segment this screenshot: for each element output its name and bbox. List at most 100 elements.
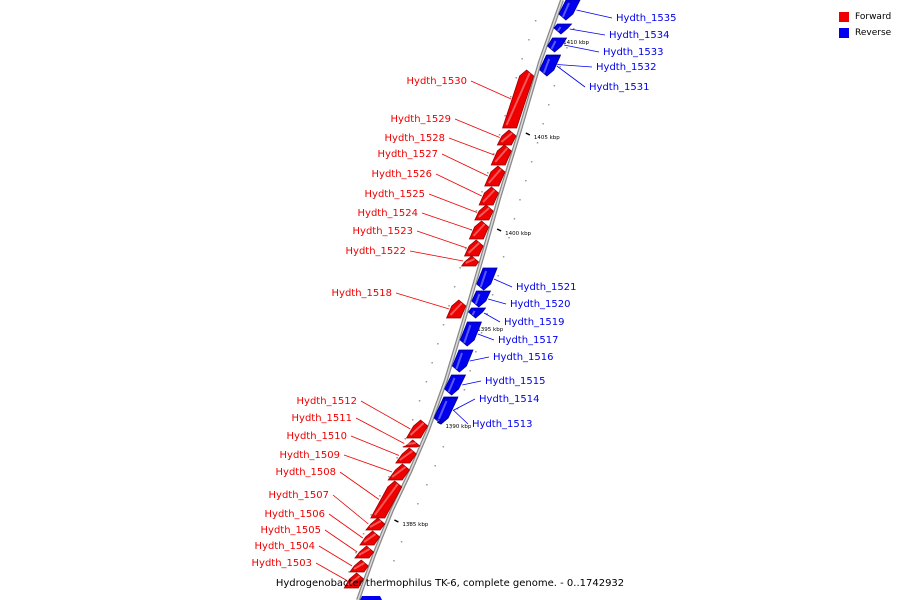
minor-tick (566, 47, 568, 49)
gene-hydth-1524: Hydth_1524 (358, 208, 490, 240)
gene-shading (467, 242, 480, 254)
gene-shading (447, 377, 456, 393)
gene-label: Hydth_1517 (498, 335, 559, 346)
minor-tick (463, 389, 466, 391)
gene-arrow (484, 165, 506, 187)
gene-label: Hydth_1523 (353, 226, 414, 237)
gene-shading (482, 189, 496, 203)
minor-tick (442, 324, 445, 326)
minor-tick (464, 248, 467, 250)
gene-shading (474, 293, 481, 305)
minor-tick (453, 286, 456, 288)
minor-tick (513, 218, 516, 220)
gene-shading (557, 26, 562, 32)
gene-shading (479, 270, 488, 288)
minor-tick (404, 438, 407, 440)
legend: Forward Reverse (839, 9, 899, 41)
minor-tick (491, 294, 494, 296)
gene-label: Hydth_1521 (516, 282, 577, 293)
minor-tick (486, 313, 488, 315)
gene-hydth-1513: Hydth_1513 (434, 397, 533, 430)
gene-hydth-1503: Hydth_1503 (252, 558, 365, 589)
gene-hydth-1528: Hydth_1528 (385, 133, 512, 166)
minor-tick (572, 28, 575, 30)
gene-shading (363, 533, 377, 543)
minor-tick (400, 541, 403, 543)
reverse-swatch (839, 28, 849, 38)
scale-tick-label: 1405 kbp (534, 135, 560, 141)
gene-shading (465, 258, 475, 264)
gene-leader (483, 312, 501, 323)
gene-shading (471, 310, 476, 316)
gene-label: Hydth_1519 (504, 317, 565, 328)
gene-arrow (434, 397, 459, 423)
scale-tick (394, 519, 399, 523)
gene-leader (452, 398, 476, 411)
gene-hydth-1530: Hydth_1530 (407, 69, 535, 129)
gene-hydth-1516: Hydth_1516 (451, 349, 554, 373)
gene-shading (561, 2, 570, 18)
gene-label: Hydth_1510 (287, 431, 348, 442)
minor-tick (370, 514, 372, 516)
gene-label: Hydth_1512 (297, 396, 358, 407)
genome-caption: Hydrogenobacter thermophilus TK-6, compl… (275, 578, 625, 589)
gene-leader (441, 153, 489, 177)
gene-hydth-1525: Hydth_1525 (365, 189, 494, 221)
minor-tick (469, 370, 471, 372)
gene-label: Hydth_1530 (407, 76, 468, 87)
gene-arrow (387, 463, 410, 481)
legend-label: Reverse (855, 28, 892, 38)
minor-tick (487, 172, 489, 174)
gene-leader (556, 65, 586, 88)
gene-shading (391, 466, 407, 478)
gene-shading (542, 58, 551, 74)
gene-leader (328, 513, 364, 539)
gene-label: Hydth_1520 (510, 299, 571, 310)
minor-tick (408, 522, 410, 524)
gene-arrow (490, 144, 512, 166)
gene-leader (470, 80, 512, 100)
gene-hydth-1510: Hydth_1510 (287, 431, 417, 464)
gene-label: Hydth_1503 (252, 558, 313, 569)
gene-arrow (468, 307, 487, 319)
gene-leader (332, 494, 369, 525)
gene-label: Hydth_1505 (261, 525, 322, 536)
gene-shading (437, 400, 448, 420)
gene-leader (469, 356, 490, 362)
gene-leader (318, 545, 353, 567)
gene-arrow (468, 220, 490, 240)
minor-tick (426, 484, 428, 486)
minor-tick (348, 571, 350, 573)
minor-tick (448, 305, 450, 307)
minor-tick (502, 256, 505, 258)
gene-leader (452, 409, 469, 425)
gene-label: Hydth_1525 (365, 189, 426, 200)
gene-leader (462, 380, 482, 386)
gene-leader (324, 529, 358, 553)
minor-tick (521, 58, 523, 60)
gene-leader (355, 417, 405, 444)
minor-tick (418, 400, 421, 402)
gene-label: Hydth_1524 (358, 208, 419, 219)
gene-label: Hydth_1529 (391, 114, 452, 125)
gene-hydth-1511: Hydth_1511 (292, 413, 421, 448)
gene-hydth-1527: Hydth_1527 (378, 149, 506, 187)
gene-label: Hydth_1507 (269, 490, 330, 501)
minor-tick (519, 199, 521, 201)
gene-leader (448, 137, 495, 156)
gene-label: Hydth_1522 (346, 246, 407, 257)
gene-arrow (474, 204, 494, 221)
gene-arrow (444, 374, 467, 396)
gene-label: Hydth_1535 (616, 13, 677, 24)
gene-hydth-1504: Hydth_1504 (255, 541, 369, 573)
gene-leader (421, 212, 473, 231)
minor-tick (456, 408, 459, 410)
gene-leader (487, 298, 507, 305)
minor-tick (396, 457, 398, 459)
gene-shading (369, 520, 382, 528)
gene-hydth-1515: Hydth_1515 (444, 374, 546, 396)
minor-tick (515, 77, 518, 79)
gene-arrow-partial (360, 596, 382, 600)
gene-hydth-1521: Hydth_1521 (476, 267, 577, 293)
